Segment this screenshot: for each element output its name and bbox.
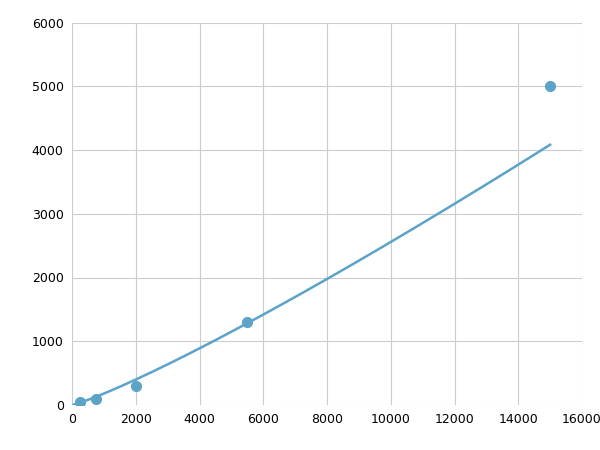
Point (131, 382, 140, 390)
Point (91, 395, 101, 402)
Point (545, 83, 555, 90)
Point (75, 398, 85, 405)
Point (242, 319, 252, 326)
